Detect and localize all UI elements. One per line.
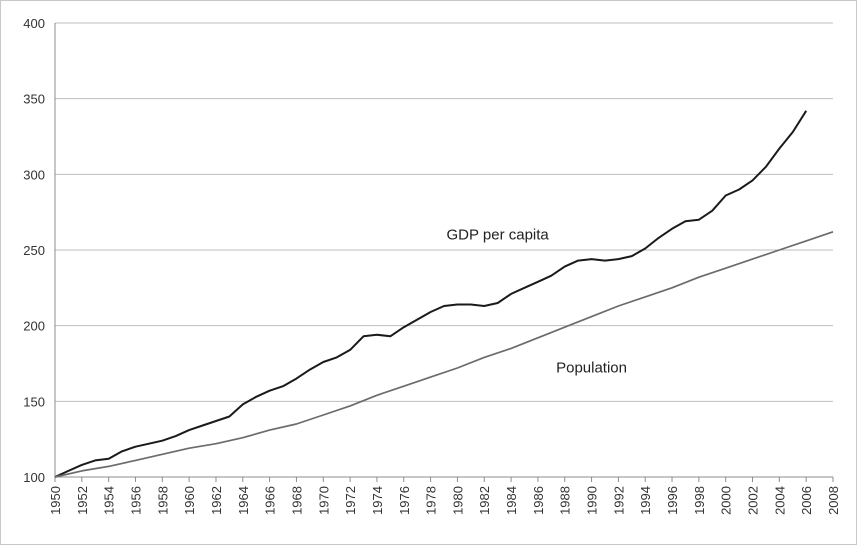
x-tick-label: 1970 <box>316 486 331 515</box>
y-tick-label: 300 <box>23 167 45 182</box>
x-tick-label: 2000 <box>719 486 734 515</box>
labels: 100 150 200 250 300 350 400 1950 1952 1954 1956 195… <box>23 16 841 515</box>
x-tick-label: 1992 <box>611 486 626 515</box>
population-label: Population <box>556 360 627 377</box>
x-tick-label: 2008 <box>826 486 841 515</box>
population-line <box>54 230 834 478</box>
x-tick-label: 1978 <box>424 486 439 515</box>
y-tick-label: 200 <box>23 319 45 334</box>
gridlines <box>55 22 833 402</box>
y-tick-label: 150 <box>23 394 45 409</box>
x-tick-label: 1998 <box>692 486 707 515</box>
y-tick-label: 400 <box>23 16 45 31</box>
x-tick-label: 1962 <box>209 486 224 515</box>
x-tick-label: 2002 <box>746 486 761 515</box>
x-tick-label: 1960 <box>182 486 197 515</box>
x-tick-label: 1986 <box>531 486 546 515</box>
x-tick-label: 1954 <box>102 486 117 515</box>
x-tick-label: 1996 <box>665 486 680 515</box>
x-tick-label: 1964 <box>236 486 251 515</box>
x-tick-label: 1988 <box>558 486 573 515</box>
y-tick-label: 100 <box>23 470 45 485</box>
x-tick-label: 1994 <box>638 486 653 515</box>
y-tick-label: 250 <box>23 243 45 258</box>
x-tick-label: 1980 <box>450 486 465 515</box>
gdp-per-capita-label: GDP per capita <box>447 226 550 243</box>
x-tick-label: 1956 <box>128 486 143 515</box>
axes <box>54 23 834 482</box>
x-tick-label: 1972 <box>343 486 358 515</box>
x-tick-label: 1966 <box>263 486 278 515</box>
x-tick-label: 1952 <box>75 486 90 515</box>
x-tick-label: 1982 <box>477 486 492 515</box>
x-tick-label: 1950 <box>48 486 63 515</box>
series-lines <box>54 110 834 478</box>
x-tick-label: 1958 <box>155 486 170 515</box>
x-tick-label: 1976 <box>397 486 412 515</box>
x-tick-label: 1974 <box>370 486 385 515</box>
y-tick-label: 350 <box>23 92 45 107</box>
gdp-per-capita-line <box>54 110 808 478</box>
x-tick-label: 1984 <box>504 486 519 515</box>
x-tick-label: 2006 <box>799 486 814 515</box>
x-tick-label: 1968 <box>289 486 304 515</box>
x-tick-label: 1990 <box>585 486 600 515</box>
x-tick-label: 2004 <box>772 486 787 515</box>
